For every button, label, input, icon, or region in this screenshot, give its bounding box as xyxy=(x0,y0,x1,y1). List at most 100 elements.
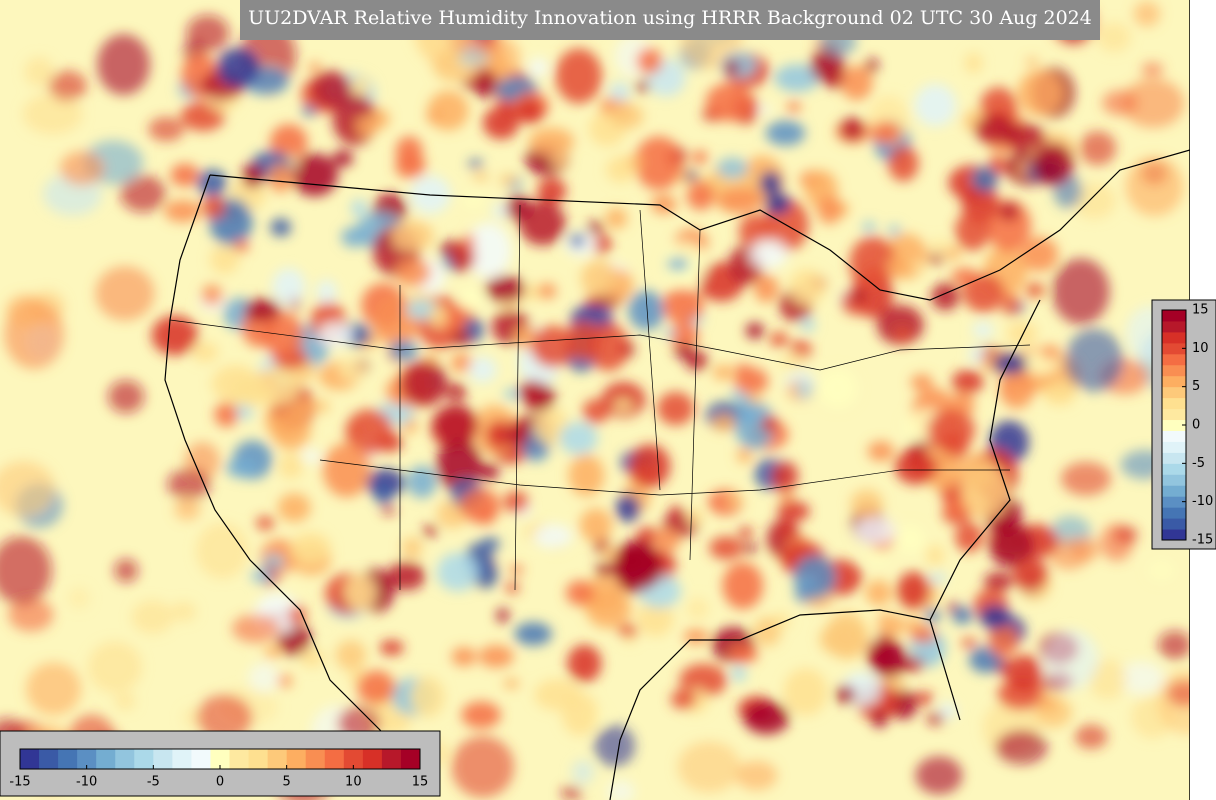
field-blob xyxy=(459,488,501,524)
field-blob xyxy=(561,692,599,736)
colorbar-segment xyxy=(153,749,173,769)
field-blob xyxy=(777,501,810,522)
field-blob xyxy=(503,678,520,689)
field-blob xyxy=(914,691,934,705)
field-blob xyxy=(338,358,366,381)
field-blob xyxy=(1006,321,1038,345)
field-blob xyxy=(387,561,426,591)
field-blob xyxy=(580,259,618,297)
field-blob xyxy=(555,48,602,104)
field-blob xyxy=(196,694,253,741)
field-blob xyxy=(209,244,240,275)
field-blob xyxy=(570,233,585,248)
colorbar-segment xyxy=(1162,496,1186,508)
field-blob xyxy=(216,47,260,88)
field-blob xyxy=(595,562,615,577)
colorbar-segment xyxy=(1162,364,1186,377)
field-blob xyxy=(1166,680,1190,707)
field-blob xyxy=(652,528,681,552)
field-blob xyxy=(114,692,136,711)
field-blob xyxy=(292,398,318,416)
field-blob xyxy=(1102,90,1138,116)
field-blob xyxy=(406,465,437,499)
field-blob xyxy=(571,759,594,785)
field-blob xyxy=(666,257,690,272)
colorbar-tick-label: 5 xyxy=(283,775,291,790)
field-blob xyxy=(988,623,1019,658)
field-blob xyxy=(1133,1,1161,27)
field-blob xyxy=(457,288,486,311)
field-blob xyxy=(594,725,636,767)
field-blob xyxy=(241,163,265,189)
field-blob xyxy=(518,379,544,405)
field-blob xyxy=(485,420,512,449)
field-blob xyxy=(395,136,423,167)
field-blob xyxy=(473,560,498,589)
field-blob xyxy=(628,290,665,331)
field-blob xyxy=(174,498,201,521)
field-blob xyxy=(705,82,753,122)
field-blob xyxy=(759,171,782,196)
field-blob xyxy=(519,200,566,246)
field-blob xyxy=(851,290,867,302)
field-blob xyxy=(735,760,778,791)
field-blob xyxy=(499,173,518,186)
field-blob xyxy=(197,169,228,197)
colorbar-segment xyxy=(210,749,231,769)
field-blob xyxy=(59,151,105,186)
colorbar-segment xyxy=(1162,441,1186,453)
field-blob xyxy=(120,174,166,213)
colorbar-segment xyxy=(1162,386,1186,399)
field-blob xyxy=(865,579,892,606)
field-blob xyxy=(1017,70,1065,117)
field-blob xyxy=(400,361,448,406)
field-blob xyxy=(269,124,308,161)
field-blob xyxy=(250,568,275,584)
field-blob xyxy=(691,150,708,164)
field-blob xyxy=(24,57,54,87)
field-blob xyxy=(335,640,367,671)
field-blob xyxy=(865,58,879,73)
field-blob xyxy=(757,105,772,114)
field-blob xyxy=(390,220,434,251)
field-blob xyxy=(345,409,394,455)
field-blob xyxy=(787,101,801,113)
field-blob xyxy=(749,239,788,269)
field-blob xyxy=(927,238,953,255)
field-blob xyxy=(726,494,744,507)
field-blob xyxy=(954,210,991,251)
field-blob xyxy=(517,99,544,124)
colorbar-segment xyxy=(381,749,402,769)
field-blob xyxy=(429,305,449,328)
field-blob xyxy=(742,543,758,554)
field-blob xyxy=(711,414,737,432)
field-blob xyxy=(451,736,515,798)
field-blob xyxy=(233,239,249,253)
field-blob xyxy=(201,284,223,306)
field-blob xyxy=(395,258,431,287)
field-blob xyxy=(951,606,973,625)
colorbar-tick-label: -10 xyxy=(76,775,97,790)
field-blob xyxy=(482,106,520,140)
field-blob xyxy=(302,105,316,117)
field-blob xyxy=(451,647,477,667)
field-blob xyxy=(484,275,526,303)
field-blob xyxy=(591,234,612,254)
field-blob xyxy=(800,317,816,332)
field-blob xyxy=(796,381,813,399)
field-blob xyxy=(1012,557,1048,591)
field-blob xyxy=(252,367,300,407)
field-blob xyxy=(148,116,185,142)
field-blob xyxy=(712,364,735,381)
field-blob xyxy=(436,438,482,492)
colorbar-tick-label: -5 xyxy=(147,775,160,790)
field-blob xyxy=(322,443,371,498)
field-blob xyxy=(783,668,828,716)
field-blob xyxy=(316,279,337,304)
colorbar-segment xyxy=(1162,529,1186,541)
field-blob xyxy=(365,468,406,497)
colorbar-tick-label: 10 xyxy=(345,775,362,790)
field-blob xyxy=(876,304,924,345)
coastline xyxy=(164,149,1190,800)
